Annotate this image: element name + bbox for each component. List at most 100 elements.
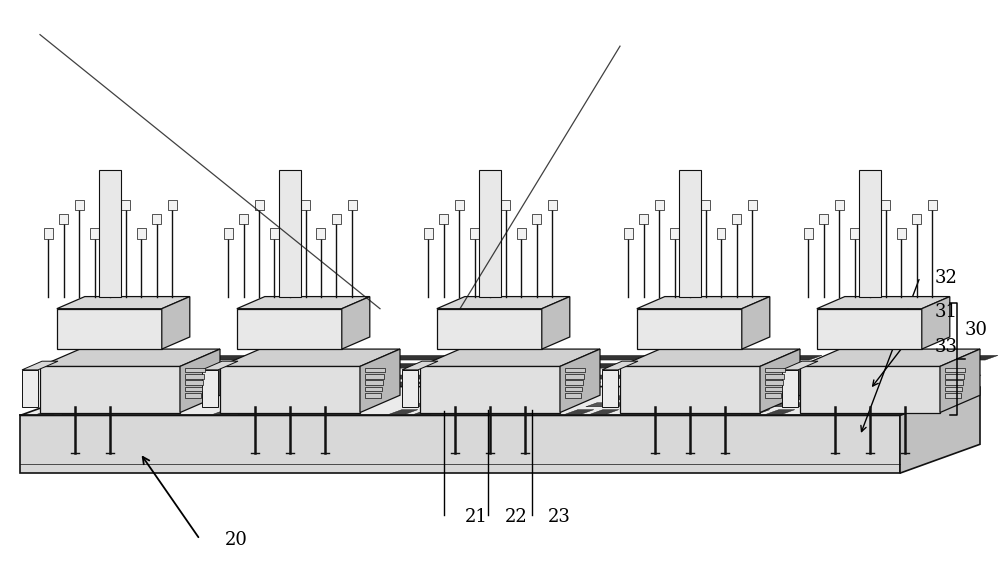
- Polygon shape: [224, 228, 232, 239]
- Polygon shape: [185, 393, 201, 398]
- Polygon shape: [888, 355, 998, 360]
- Polygon shape: [202, 370, 218, 407]
- Polygon shape: [679, 170, 701, 297]
- Polygon shape: [124, 396, 184, 400]
- Polygon shape: [690, 364, 800, 368]
- Polygon shape: [866, 214, 874, 224]
- Polygon shape: [20, 387, 980, 415]
- Polygon shape: [527, 382, 601, 386]
- Polygon shape: [279, 170, 301, 297]
- Polygon shape: [726, 375, 805, 379]
- Polygon shape: [542, 297, 570, 349]
- Polygon shape: [900, 387, 980, 473]
- Polygon shape: [517, 228, 526, 239]
- Polygon shape: [655, 200, 664, 210]
- Polygon shape: [62, 410, 91, 414]
- Polygon shape: [342, 297, 370, 349]
- Polygon shape: [168, 200, 177, 210]
- Polygon shape: [782, 370, 798, 407]
- Polygon shape: [486, 214, 494, 224]
- Polygon shape: [643, 382, 711, 386]
- Polygon shape: [741, 410, 770, 414]
- Polygon shape: [213, 410, 242, 414]
- Polygon shape: [57, 309, 162, 349]
- Polygon shape: [338, 364, 448, 368]
- Polygon shape: [59, 214, 68, 224]
- Polygon shape: [402, 370, 418, 407]
- Polygon shape: [819, 214, 828, 224]
- Polygon shape: [800, 366, 940, 413]
- Polygon shape: [602, 361, 638, 370]
- Polygon shape: [444, 403, 491, 407]
- Polygon shape: [136, 228, 146, 239]
- Polygon shape: [550, 375, 629, 379]
- Polygon shape: [286, 214, 294, 224]
- Polygon shape: [565, 393, 581, 398]
- Polygon shape: [675, 389, 740, 393]
- Polygon shape: [701, 200, 710, 210]
- Polygon shape: [121, 200, 130, 210]
- Polygon shape: [152, 214, 161, 224]
- Polygon shape: [663, 375, 734, 379]
- Polygon shape: [37, 410, 66, 414]
- Polygon shape: [439, 214, 448, 224]
- Polygon shape: [548, 200, 556, 210]
- Polygon shape: [185, 387, 202, 391]
- Polygon shape: [716, 228, 725, 239]
- Polygon shape: [851, 389, 916, 393]
- Polygon shape: [881, 200, 890, 210]
- Polygon shape: [234, 403, 277, 407]
- Polygon shape: [237, 309, 342, 349]
- Polygon shape: [106, 214, 115, 224]
- Polygon shape: [454, 200, 464, 210]
- Polygon shape: [270, 228, 279, 239]
- Polygon shape: [536, 355, 646, 360]
- Polygon shape: [22, 370, 38, 407]
- Polygon shape: [620, 403, 667, 407]
- Polygon shape: [765, 393, 781, 398]
- Polygon shape: [365, 368, 385, 372]
- Text: 31: 31: [935, 304, 958, 321]
- Polygon shape: [185, 368, 205, 372]
- Polygon shape: [20, 415, 900, 473]
- Polygon shape: [590, 410, 619, 414]
- Polygon shape: [77, 396, 132, 400]
- Polygon shape: [365, 387, 382, 391]
- Text: 33: 33: [935, 338, 958, 356]
- Polygon shape: [220, 366, 360, 413]
- Text: 23: 23: [548, 508, 571, 526]
- Polygon shape: [99, 170, 121, 297]
- Polygon shape: [835, 200, 844, 210]
- Polygon shape: [374, 375, 453, 379]
- Polygon shape: [448, 389, 507, 393]
- Polygon shape: [268, 403, 315, 407]
- Polygon shape: [532, 214, 541, 224]
- Polygon shape: [922, 297, 950, 349]
- Text: 32: 32: [935, 269, 958, 287]
- Polygon shape: [800, 389, 859, 393]
- Polygon shape: [624, 389, 683, 393]
- Polygon shape: [839, 375, 910, 379]
- Polygon shape: [184, 355, 294, 360]
- Polygon shape: [928, 200, 936, 210]
- Polygon shape: [420, 349, 600, 366]
- Polygon shape: [859, 170, 881, 297]
- Text: 30: 30: [965, 321, 988, 339]
- Polygon shape: [437, 309, 542, 349]
- Polygon shape: [765, 380, 783, 385]
- Polygon shape: [323, 389, 388, 393]
- Polygon shape: [389, 410, 418, 414]
- Polygon shape: [180, 349, 220, 413]
- Polygon shape: [437, 297, 570, 309]
- Polygon shape: [90, 228, 99, 239]
- Polygon shape: [301, 200, 310, 210]
- Polygon shape: [639, 214, 648, 224]
- Polygon shape: [147, 389, 212, 393]
- Polygon shape: [429, 396, 484, 400]
- Polygon shape: [781, 396, 836, 400]
- Polygon shape: [365, 393, 381, 398]
- Polygon shape: [238, 410, 267, 414]
- Polygon shape: [300, 396, 360, 400]
- Polygon shape: [945, 380, 963, 385]
- Polygon shape: [782, 361, 818, 370]
